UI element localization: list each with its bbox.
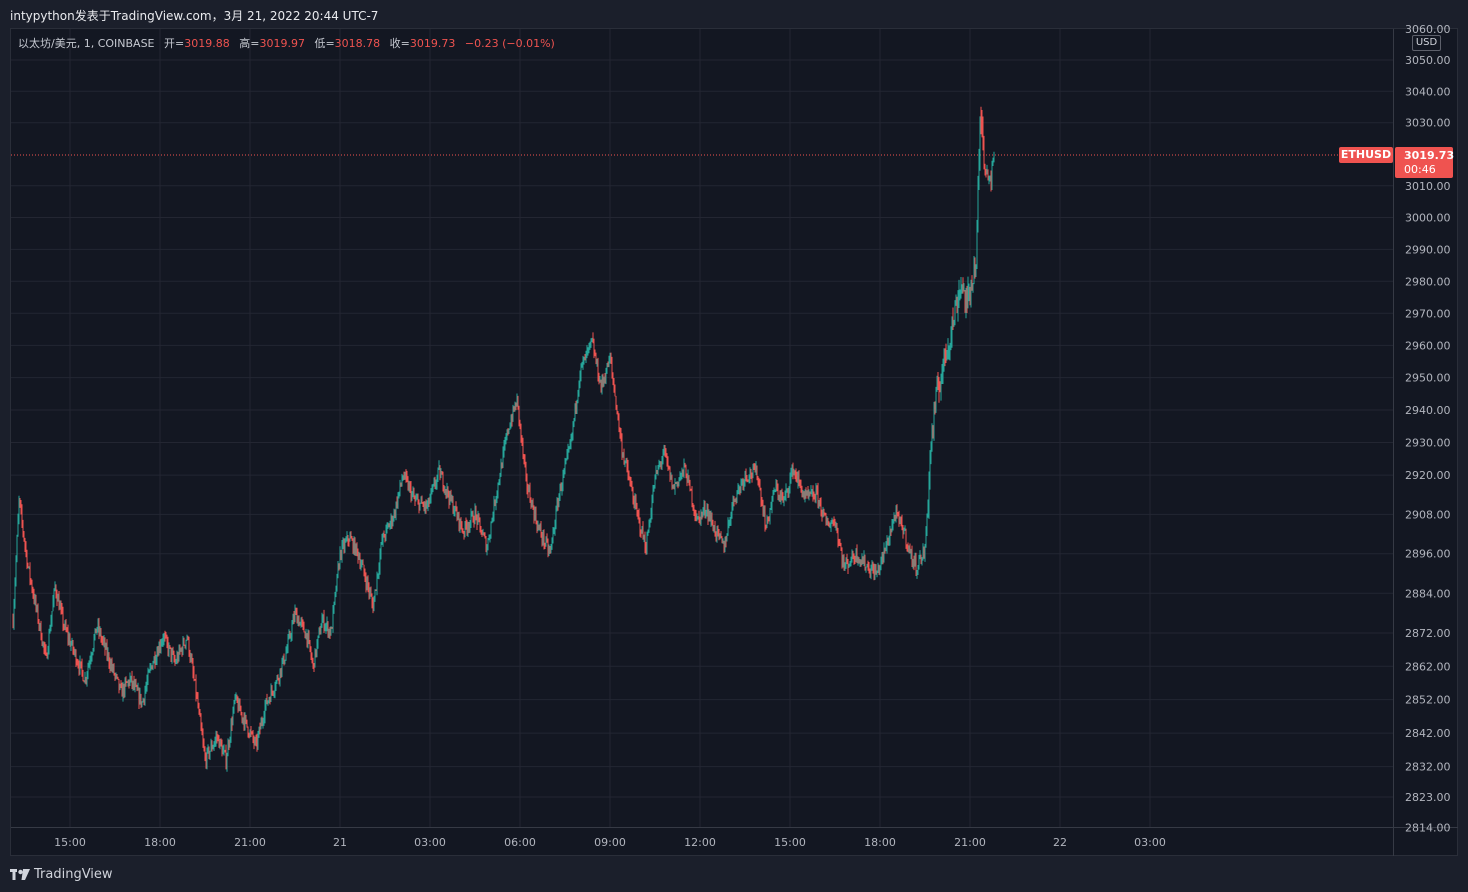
grid-layer	[11, 29, 1393, 827]
header: intypython发表于TradingView.com，3月 21, 2022…	[0, 0, 1468, 28]
price-tick-label: 3000.00	[1405, 212, 1451, 225]
price-tick-label: 3060.00	[1405, 23, 1451, 36]
price-tick-label: 2814.00	[1405, 821, 1451, 834]
time-tick-label: 22	[1053, 836, 1067, 849]
time-tick-label: 21:00	[954, 836, 986, 849]
legend-open-label: 开=	[164, 37, 185, 50]
legend-low: 3018.78	[334, 37, 381, 50]
time-tick-label: 18:00	[864, 836, 896, 849]
price-tick-label: 3010.00	[1405, 180, 1451, 193]
currency-selector[interactable]: USD	[1412, 35, 1441, 51]
time-tick-label: 18:00	[144, 836, 176, 849]
candle-layer	[12, 106, 995, 772]
time-tick-label: 09:00	[594, 836, 626, 849]
legend-low-label: 低=	[314, 37, 335, 50]
tradingview-logo-icon	[10, 868, 30, 880]
price-tick-label: 2970.00	[1405, 307, 1451, 320]
legend-open: 3019.88	[184, 37, 230, 50]
price-tick-label: 2832.00	[1405, 761, 1451, 774]
legend-high-label: 高=	[239, 37, 260, 50]
price-tick-label: 2872.00	[1405, 627, 1451, 640]
price-tick-label: 2842.00	[1405, 727, 1451, 740]
price-tick-label: 2950.00	[1405, 372, 1451, 385]
last-price-value: 3019.73	[1404, 149, 1455, 162]
tradingview-logo[interactable]: TradingView	[10, 867, 113, 882]
price-tick-label: 2884.00	[1405, 587, 1451, 600]
bar-countdown: 00:46	[1404, 163, 1436, 176]
last-price-tag: 3019.73 00:46	[1395, 147, 1455, 178]
price-tick-label: 2920.00	[1405, 469, 1451, 482]
price-tick-label: 3030.00	[1405, 117, 1451, 130]
legend-symbol: 以太坊/美元, 1, COINBASE	[18, 37, 155, 50]
price-tick-label: 2960.00	[1405, 339, 1451, 352]
price-tick-label: 2980.00	[1405, 275, 1451, 288]
ohlc-legend: 以太坊/美元, 1, COINBASE 开=3019.88 高=3019.97 …	[18, 35, 555, 51]
legend-change: −0.23 (−0.01%)	[464, 37, 555, 50]
price-tick-label: 3050.00	[1405, 54, 1451, 67]
symbol-price-tag: ETHUSD	[1339, 147, 1393, 163]
price-tick-label: 3040.00	[1405, 85, 1451, 98]
time-tick-label: 06:00	[504, 836, 536, 849]
tradingview-brand: TradingView	[34, 867, 113, 882]
price-tick-label: 2896.00	[1405, 548, 1451, 561]
footer: TradingView	[0, 856, 1468, 892]
price-tick-label: 2930.00	[1405, 436, 1451, 449]
time-tick-label: 03:00	[1134, 836, 1166, 849]
publication-title: intypython发表于TradingView.com，3月 21, 2022…	[10, 9, 379, 23]
time-tick-label: 21	[333, 836, 347, 849]
price-tick-label: 2940.00	[1405, 404, 1451, 417]
time-tick-label: 21:00	[234, 836, 266, 849]
price-tick-label: 2908.00	[1405, 508, 1451, 521]
time-tick-label: 03:00	[414, 836, 446, 849]
time-tick-label: 15:00	[54, 836, 86, 849]
price-tick-label: 2823.00	[1405, 791, 1451, 804]
time-tick-label: 15:00	[774, 836, 806, 849]
price-tick-label: 2862.00	[1405, 660, 1451, 673]
axis-layer: 3060.00 3050.00 3040.00 3030.00 3010.00 3000.…	[11, 23, 1458, 856]
time-tick-label: 12:00	[684, 836, 716, 849]
price-tick-label: 2852.00	[1405, 694, 1451, 707]
legend-close-label: 收=	[389, 37, 410, 50]
price-tick-label: 2990.00	[1405, 243, 1451, 256]
legend-high: 3019.97	[259, 37, 305, 50]
legend-close: 3019.73	[409, 37, 456, 50]
